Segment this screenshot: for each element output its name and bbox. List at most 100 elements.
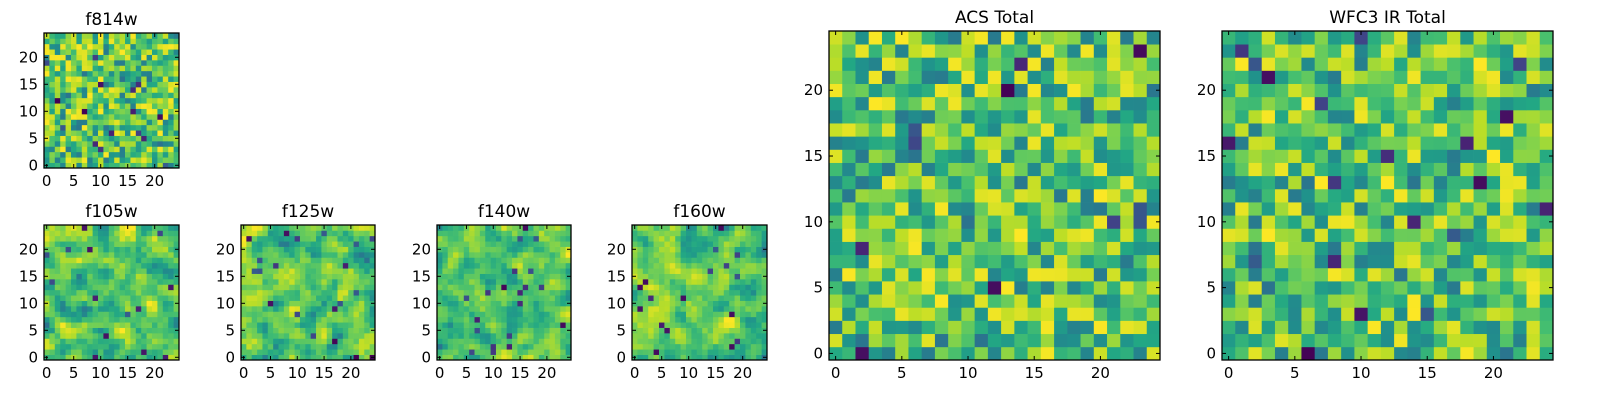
heatmap-cell [868, 188, 883, 203]
heatmap-cell [1054, 346, 1068, 361]
heatmap-cell [734, 235, 741, 242]
heatmap-cell [173, 316, 180, 323]
heatmap-cell [1486, 149, 1501, 163]
heatmap-cell [1120, 254, 1134, 269]
heatmap-cell [1539, 188, 1554, 203]
heatmap-cell [1120, 333, 1134, 348]
heatmap-cell [326, 284, 333, 291]
panel-1-cells [44, 225, 180, 361]
heatmap-cell [87, 316, 93, 323]
heatmap-cell [522, 273, 529, 280]
heatmap-cell [294, 241, 301, 247]
heatmap-cell [87, 87, 93, 93]
heatmap-cell [1314, 149, 1329, 163]
heatmap-cell [44, 284, 50, 291]
y-tick-label: 15 [19, 75, 38, 93]
heatmap-cell [659, 268, 665, 274]
heatmap-cell [463, 230, 470, 237]
heatmap-cell [1460, 149, 1474, 163]
x-tick-label: 5 [69, 364, 79, 382]
heatmap-cell [1460, 109, 1474, 124]
heatmap-cell [1447, 175, 1461, 190]
heatmap-cell [1288, 307, 1302, 321]
heatmap-cell [294, 349, 301, 355]
heatmap-cell [54, 349, 61, 355]
heatmap-cell [299, 322, 306, 328]
heatmap-cell [554, 225, 561, 231]
heatmap-cell [691, 262, 698, 269]
heatmap-cell [1367, 57, 1382, 71]
heatmap-cell [71, 300, 77, 307]
heatmap-cell [881, 320, 896, 335]
heatmap-cell [1301, 31, 1316, 45]
heatmap-cell [1539, 123, 1554, 137]
heatmap-cell [934, 149, 949, 163]
heatmap-cell [729, 235, 735, 242]
heatmap-cell [1526, 202, 1541, 216]
heatmap-cell [152, 65, 158, 72]
heatmap-cell [49, 289, 56, 296]
heatmap-cell [1341, 149, 1355, 163]
heatmap-cell [1001, 162, 1015, 177]
heatmap-cell [745, 295, 752, 301]
heatmap-cell [81, 246, 88, 253]
heatmap-cell [119, 76, 126, 82]
heatmap-cell [1380, 202, 1395, 216]
heatmap-cell [273, 273, 279, 280]
heatmap-cell [1222, 83, 1236, 98]
heatmap-cell [855, 96, 870, 111]
heatmap-cell [723, 279, 730, 285]
heatmap-cell [262, 241, 269, 247]
heatmap-cell [680, 343, 687, 350]
heatmap-cell [54, 343, 61, 350]
heatmap-cell [108, 284, 115, 291]
heatmap-cell [512, 230, 518, 237]
heatmap-cell [1235, 228, 1249, 242]
heatmap-cell [675, 338, 681, 345]
heatmap-cell [60, 65, 66, 72]
heatmap-cell [353, 257, 360, 264]
heatmap-cell [1288, 149, 1302, 163]
heatmap-cell [528, 306, 534, 312]
heatmap-cell [358, 268, 365, 274]
heatmap-cell [908, 57, 923, 71]
heatmap-cell [60, 316, 66, 323]
heatmap-cell [1367, 241, 1382, 256]
heatmap-cell [702, 235, 708, 242]
heatmap-cell [267, 333, 274, 339]
heatmap-cell [453, 311, 459, 318]
heatmap-cell [114, 311, 120, 318]
heatmap-cell [54, 157, 61, 163]
heatmap-cell [337, 333, 344, 339]
heatmap-cell [162, 311, 169, 318]
heatmap-cell [485, 289, 491, 296]
heatmap-cell [675, 311, 681, 318]
heatmap-cell [1001, 70, 1015, 84]
heatmap-cell [60, 289, 66, 296]
heatmap-cell [152, 300, 158, 307]
heatmap-cell [246, 311, 253, 318]
heatmap-cell [103, 257, 110, 264]
heatmap-cell [1288, 254, 1302, 269]
heatmap-cell [1539, 307, 1554, 321]
heatmap-cell [538, 257, 545, 264]
heatmap-cell [1513, 188, 1527, 203]
heatmap-cell [1327, 44, 1342, 58]
heatmap-cell [1394, 83, 1408, 98]
heatmap-cell [544, 230, 550, 237]
heatmap-cell [157, 268, 164, 274]
heatmap-cell [146, 76, 153, 82]
heatmap-cell [948, 83, 962, 98]
heatmap-cell [1301, 123, 1316, 137]
heatmap-cell [1539, 320, 1554, 335]
heatmap-cell [1473, 70, 1488, 84]
heatmap-cell [157, 33, 164, 39]
heatmap-cell [141, 103, 147, 109]
heatmap-cell [680, 295, 687, 301]
heatmap-cell [76, 76, 83, 82]
heatmap-cell [152, 322, 158, 328]
heatmap-cell [474, 354, 481, 361]
heatmap-cell [71, 322, 77, 328]
heatmap-cell [549, 343, 556, 350]
